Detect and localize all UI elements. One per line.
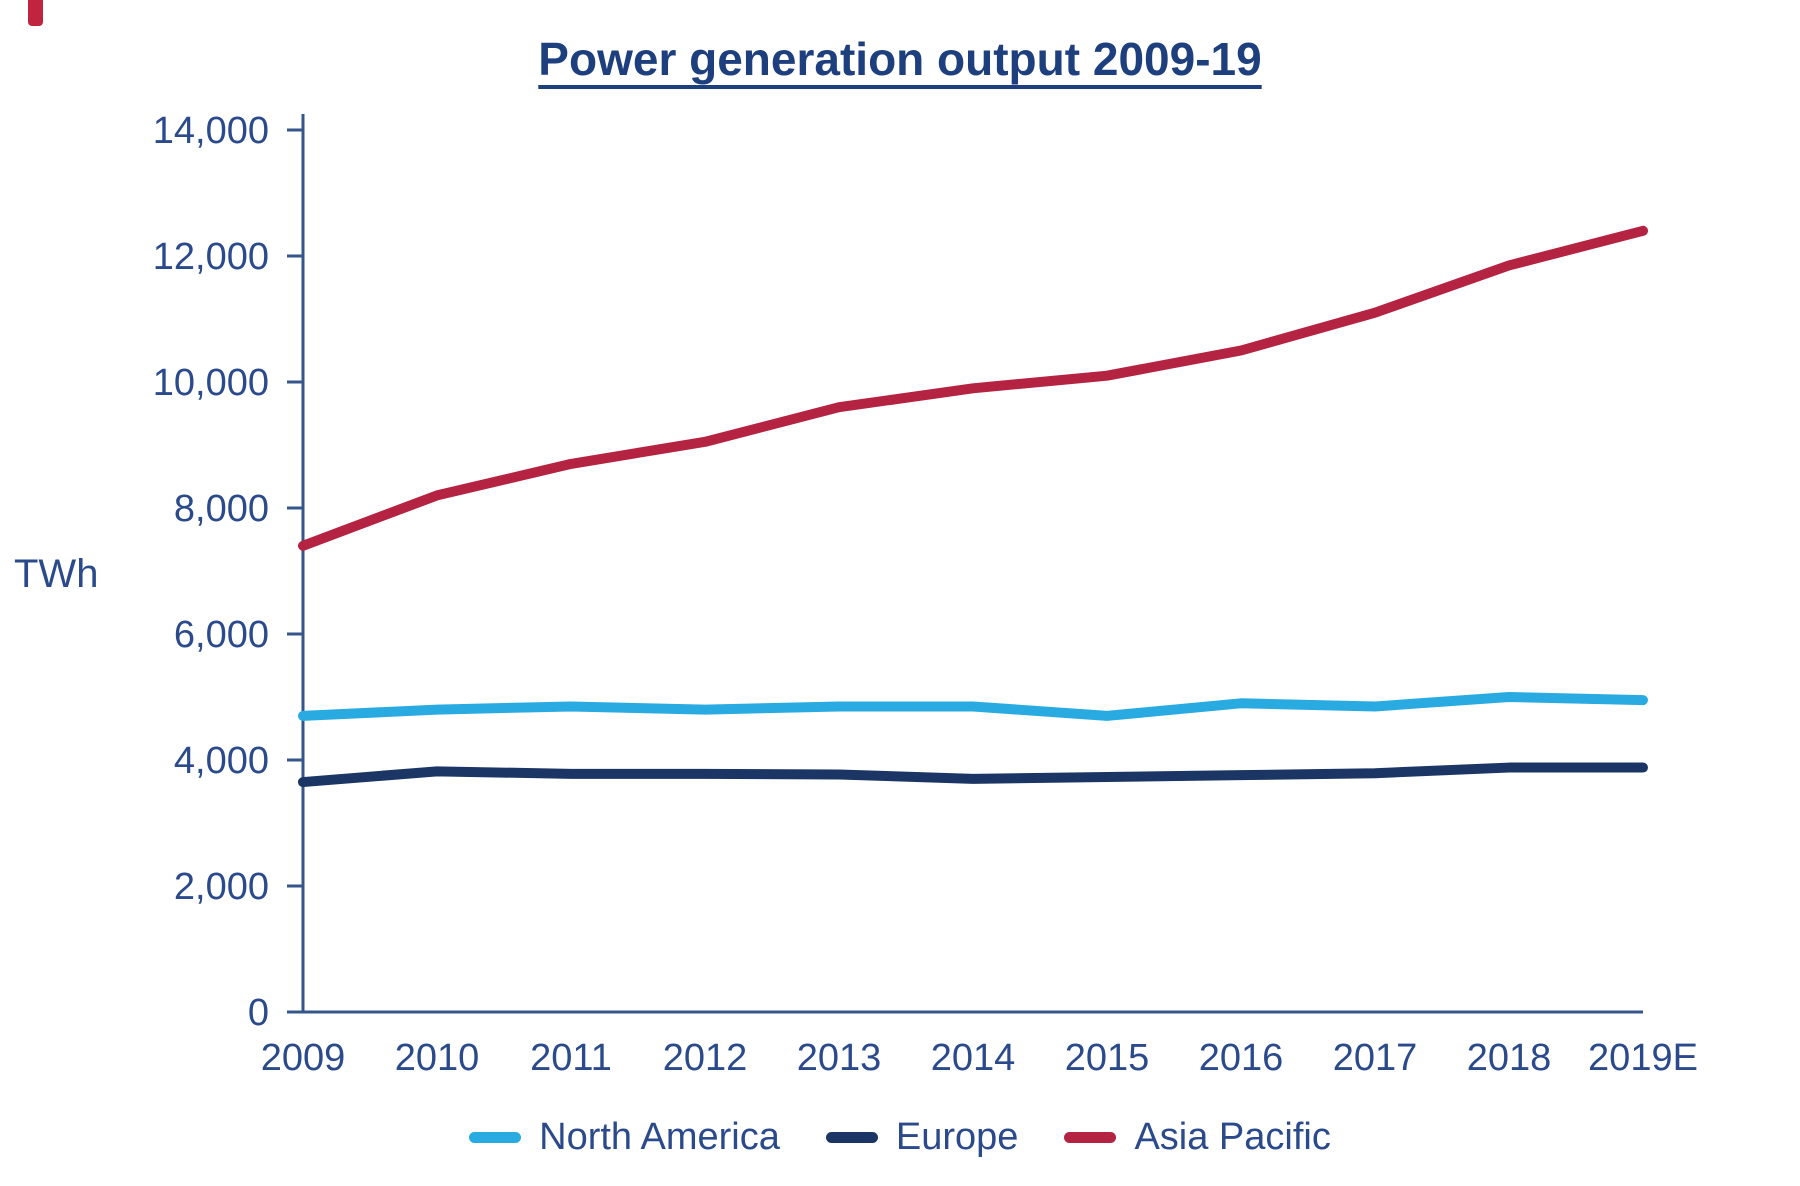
y-tick-label: 2,000 (174, 866, 269, 908)
series-line-north-america (298, 692, 1648, 721)
y-axis-unit-label: TWh (14, 552, 99, 596)
legend-label-asia-pacific: Asia Pacific (1134, 1116, 1331, 1158)
x-tick-label: 2015 (1065, 1037, 1150, 1079)
x-tick-label: 2009 (261, 1037, 346, 1079)
y-tick-label: 12,000 (153, 236, 269, 278)
y-tick-label: 4,000 (174, 740, 269, 782)
x-tick-label: 2010 (395, 1037, 480, 1079)
legend-label-north-america: North America (539, 1116, 780, 1158)
y-tick-label: 10,000 (153, 362, 269, 404)
x-tick-label: 2016 (1199, 1037, 1284, 1079)
x-tick-label: 2011 (530, 1037, 612, 1079)
x-tick-label: 2012 (663, 1037, 748, 1079)
legend-swatch-asia-pacific (1064, 1132, 1117, 1143)
axis-lines (301, 114, 1643, 1014)
chart-title: Power generation output 2009-19 (538, 33, 1262, 85)
logo-fragment (28, 0, 43, 26)
legend-swatch-europe (825, 1132, 878, 1143)
x-tick-label: 2019E (1588, 1037, 1698, 1079)
y-tick-label: 0 (248, 992, 269, 1034)
series-line-asia-pacific (298, 225, 1648, 551)
legend-item-europe: Europe (825, 1116, 1019, 1159)
x-tick-label: 2017 (1333, 1037, 1418, 1079)
x-tick-label: 2018 (1467, 1037, 1552, 1079)
y-tick-label: 6,000 (174, 614, 269, 656)
legend: North America Europe Asia Pacific (0, 1116, 1800, 1159)
x-tick-label: 2014 (931, 1037, 1016, 1079)
legend-label-europe: Europe (895, 1116, 1019, 1158)
legend-swatch-north-america (469, 1132, 522, 1143)
series-line-europe (298, 762, 1648, 788)
legend-item-asia-pacific: Asia Pacific (1064, 1116, 1331, 1159)
y-tick-label: 8,000 (174, 488, 269, 530)
y-tick-label: 14,000 (153, 110, 269, 152)
legend-item-north-america: North America (469, 1116, 780, 1159)
x-tick-label: 2013 (797, 1037, 882, 1079)
